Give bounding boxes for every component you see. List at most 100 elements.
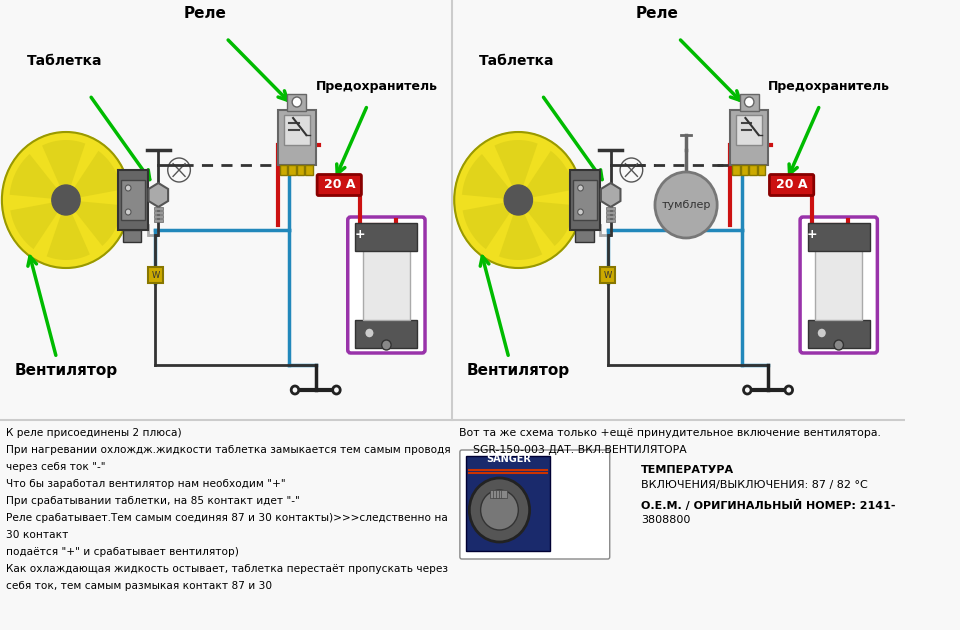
Text: себя ток, тем самым размыкая контакт 87 и 30: себя ток, тем самым размыкая контакт 87 …	[6, 581, 272, 591]
Circle shape	[817, 328, 827, 338]
Polygon shape	[10, 154, 66, 200]
Bar	[600, 267, 615, 283]
Bar	[606, 207, 615, 210]
Text: W: W	[604, 270, 612, 280]
Text: Таблетка: Таблетка	[26, 54, 102, 68]
Bar	[148, 267, 163, 283]
Bar	[570, 170, 600, 230]
Text: SGR-150-003 ДАТ. ВКЛ.ВЕНТИЛЯТОРА: SGR-150-003 ДАТ. ВКЛ.ВЕНТИЛЯТОРА	[459, 445, 686, 455]
Bar	[807, 223, 870, 251]
Bar	[121, 180, 145, 220]
Circle shape	[291, 386, 299, 394]
Polygon shape	[463, 200, 518, 249]
Circle shape	[834, 340, 844, 350]
Bar	[749, 165, 756, 175]
Polygon shape	[47, 200, 90, 260]
Text: Как охлаждающая жидкость остывает, таблетка перестаёт пропускать через: Как охлаждающая жидкость остывает, табле…	[6, 564, 447, 574]
Bar	[731, 110, 768, 165]
Circle shape	[481, 490, 518, 530]
Bar	[815, 225, 862, 320]
Bar	[355, 223, 418, 251]
Polygon shape	[66, 200, 122, 246]
Text: 3808800: 3808800	[641, 515, 690, 525]
Text: При срабатывании таблетки, на 85 контакт идет "-": При срабатывании таблетки, на 85 контакт…	[6, 496, 300, 506]
Text: Таблетка: Таблетка	[479, 54, 554, 68]
Circle shape	[292, 97, 301, 107]
Bar	[466, 456, 550, 551]
Circle shape	[365, 328, 374, 338]
Bar	[288, 165, 296, 175]
Bar	[492, 490, 498, 498]
Circle shape	[333, 386, 340, 394]
Text: подаётся "+" и срабатывает вентилятор): подаётся "+" и срабатывает вентилятор)	[6, 547, 238, 557]
Text: К реле присоединены 2 плюса): К реле присоединены 2 плюса)	[6, 428, 181, 438]
FancyBboxPatch shape	[800, 217, 877, 353]
Polygon shape	[601, 183, 620, 207]
Circle shape	[52, 185, 80, 215]
Circle shape	[126, 185, 131, 191]
Text: Что бы заработал вентилятор нам необходим "+": Что бы заработал вентилятор нам необходи…	[6, 479, 285, 489]
Circle shape	[745, 97, 754, 107]
Bar	[287, 94, 306, 111]
Text: Вот та же схема только +ещё принудительное включение вентилятора.: Вот та же схема только +ещё принудительн…	[459, 428, 881, 438]
Bar	[573, 180, 597, 220]
Text: Вентилятор: Вентилятор	[14, 363, 117, 378]
Circle shape	[2, 132, 130, 268]
Circle shape	[382, 340, 391, 350]
Text: При нагревании охлождж.жидкости таблетка замыкается тем самым проводя: При нагревании охлождж.жидкости таблетка…	[6, 445, 450, 455]
Text: Предохранитель: Предохранитель	[768, 80, 890, 93]
Bar	[736, 115, 762, 145]
Bar	[355, 320, 418, 348]
Polygon shape	[494, 140, 538, 200]
Text: 20 А: 20 А	[324, 178, 355, 192]
Text: через себя ток "-": через себя ток "-"	[6, 462, 106, 472]
Bar	[490, 490, 495, 498]
Bar	[280, 165, 287, 175]
Bar	[305, 165, 313, 175]
Bar	[575, 230, 593, 242]
Bar	[741, 165, 748, 175]
Polygon shape	[149, 183, 168, 207]
Text: +: +	[807, 229, 818, 241]
Bar	[283, 115, 310, 145]
Circle shape	[578, 209, 584, 215]
Circle shape	[126, 209, 131, 215]
Text: Вентилятор: Вентилятор	[467, 363, 569, 378]
Text: 20 А: 20 А	[776, 178, 807, 192]
FancyBboxPatch shape	[460, 450, 610, 559]
Text: 30 контакт: 30 контакт	[6, 530, 68, 540]
Text: Реле: Реле	[183, 6, 227, 21]
Text: Реле: Реле	[636, 6, 679, 21]
Text: О.Е.М. / ОРИГИНАЛЬНЫЙ НОМЕР: 2141-: О.Е.М. / ОРИГИНАЛЬНЫЙ НОМЕР: 2141-	[641, 500, 896, 511]
Bar	[501, 490, 507, 498]
FancyBboxPatch shape	[348, 217, 425, 353]
Text: тумблер: тумблер	[661, 200, 710, 210]
Bar	[363, 225, 410, 320]
Text: W: W	[152, 270, 159, 280]
Bar	[297, 165, 304, 175]
Circle shape	[504, 185, 533, 215]
Bar	[154, 211, 163, 214]
FancyBboxPatch shape	[770, 175, 814, 195]
Text: ТЕМПЕРАТУРА: ТЕМПЕРАТУРА	[641, 465, 734, 475]
Polygon shape	[462, 154, 518, 200]
Polygon shape	[42, 140, 85, 200]
Circle shape	[785, 386, 793, 394]
Bar	[807, 320, 870, 348]
Text: SANGER: SANGER	[487, 454, 531, 464]
Text: +: +	[354, 229, 366, 241]
Bar	[606, 215, 615, 218]
Bar	[606, 219, 615, 222]
Polygon shape	[518, 200, 575, 246]
Circle shape	[469, 478, 530, 542]
Polygon shape	[499, 200, 542, 260]
Bar	[278, 110, 316, 165]
Bar	[154, 215, 163, 218]
Circle shape	[454, 132, 583, 268]
Bar	[495, 490, 501, 498]
FancyBboxPatch shape	[317, 175, 361, 195]
Text: Реле срабатывает.Тем самым соединяя 87 и 30 контакты)>>>следственно на: Реле срабатывает.Тем самым соединяя 87 и…	[6, 513, 447, 523]
Bar	[757, 165, 765, 175]
Circle shape	[578, 185, 584, 191]
Circle shape	[655, 172, 717, 238]
